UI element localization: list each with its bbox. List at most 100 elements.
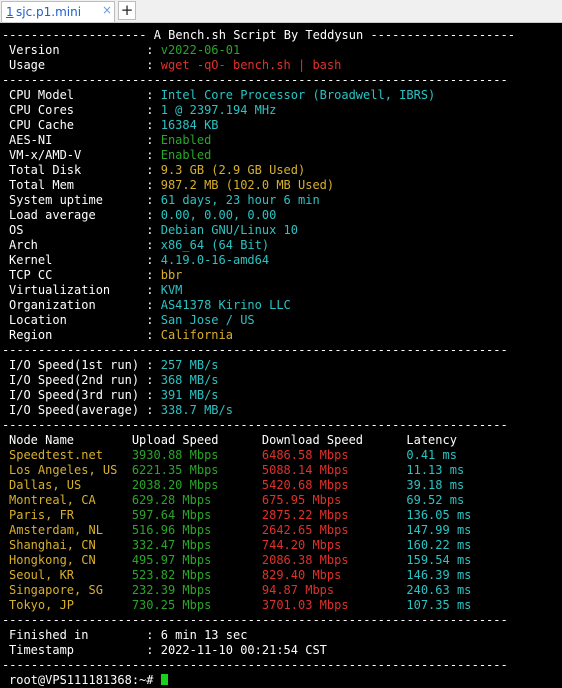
sysinfo-4-value: Enabled (160, 148, 212, 162)
node-name: Shanghai, CN (9, 538, 132, 552)
separator-1: ----------------------------------------… (2, 73, 508, 88)
separator-4-text: ----------------------------------------… (2, 613, 508, 627)
latency: 39.18 ms (406, 478, 465, 492)
speedtest-row-10: Tokyo, JP 730.25 Mbps 3701.03 Mbps 107.3… (9, 598, 471, 613)
usage-value: wget -qO- bench.sh | bash (160, 58, 342, 72)
upload-speed: 629.28 Mbps (131, 493, 262, 507)
io-speed-3-colon: : (146, 403, 161, 417)
sysinfo-14-colon: : (146, 298, 161, 312)
sysinfo-8-label: Load average (9, 208, 147, 222)
new-tab-button[interactable]: + (118, 1, 136, 20)
io-speed-1-value: 368 MB/s (160, 373, 219, 387)
finished-value: 6 min 13 sec (160, 628, 248, 642)
upload-speed: 2038.20 Mbps (131, 478, 262, 492)
latency: 11.13 ms (406, 463, 465, 477)
latency: 159.54 ms (406, 553, 472, 567)
node-name: Dallas, US (9, 478, 132, 492)
sysinfo-12-label: TCP CC (9, 268, 147, 282)
sysinfo-10-colon: : (146, 238, 161, 252)
node-name: Paris, FR (9, 508, 132, 522)
speedtest-row-0: Speedtest.net 3930.88 Mbps 6486.58 Mbps … (9, 448, 457, 463)
sysinfo-5-colon: : (146, 163, 161, 177)
speedtest-row-2: Dallas, US 2038.20 Mbps 5420.68 Mbps 39.… (9, 478, 464, 493)
node-name: Hongkong, CN (9, 553, 132, 567)
sysinfo-15-colon: : (146, 313, 161, 327)
usage-colon: : (146, 58, 161, 72)
latency: 146.39 ms (406, 568, 472, 582)
sysinfo-3-value: Enabled (160, 133, 212, 147)
sysinfo-11-line: Kernel : 4.19.0-16-amd64 (9, 253, 269, 268)
io-speed-0-line: I/O Speed(1st run) : 257 MB/s (9, 358, 219, 373)
sysinfo-1-label: CPU Cores (9, 103, 147, 117)
node-name: Seoul, KR (9, 568, 132, 582)
col-node-name-header: Node Name (9, 433, 132, 447)
node-name: Speedtest.net (9, 448, 132, 462)
sysinfo-11-value: 4.19.0-16-amd64 (160, 253, 270, 267)
sysinfo-2-line: CPU Cache : 16384 KB (9, 118, 219, 133)
tab-sjc-p1-mini[interactable]: 1 sjc.p1.mini × (1, 1, 115, 22)
speedtest-header: Node Name Upload Speed Download Speed La… (9, 433, 457, 448)
download-speed: 5420.68 Mbps (261, 478, 407, 492)
sysinfo-0-label: CPU Model (9, 88, 147, 102)
timestamp-line: Timestamp : 2022-11-10 00:21:54 CST (9, 643, 327, 658)
sysinfo-6-colon: : (146, 178, 161, 192)
sysinfo-15-value: San Jose / US (160, 313, 255, 327)
sysinfo-7-value: 61 days, 23 hour 6 min (160, 193, 320, 207)
latency: 160.22 ms (406, 538, 472, 552)
download-speed: 2642.65 Mbps (261, 523, 407, 537)
download-speed: 675.95 Mbps (261, 493, 407, 507)
separator-3-text: ----------------------------------------… (2, 418, 508, 432)
io-speed-3-value: 338.7 MB/s (160, 403, 233, 417)
prompt-text: root@VPS111181368:~# (9, 673, 161, 687)
sysinfo-16-colon: : (146, 328, 161, 342)
shell-prompt: root@VPS111181368:~# (9, 673, 168, 688)
sysinfo-9-colon: : (146, 223, 161, 237)
io-speed-0-value: 257 MB/s (160, 358, 219, 372)
latency: 0.41 ms (406, 448, 457, 462)
sysinfo-0-line: CPU Model : Intel Core Processor (Broadw… (9, 88, 435, 103)
close-icon[interactable]: × (102, 3, 113, 17)
io-speed-2-label: I/O Speed(3rd run) (9, 388, 147, 402)
node-name: Los Angeles, US (9, 463, 132, 477)
version-label: Version (9, 43, 147, 57)
col-download-header: Download Speed (261, 433, 407, 447)
bench-header-text: -------------------- A Bench.sh Script B… (2, 28, 515, 42)
tab-bar: 1 sjc.p1.mini × + (0, 0, 562, 23)
upload-speed: 495.97 Mbps (131, 553, 262, 567)
sysinfo-2-colon: : (146, 118, 161, 132)
upload-speed: 516.96 Mbps (131, 523, 262, 537)
upload-speed: 597.64 Mbps (131, 508, 262, 522)
sysinfo-10-label: Arch (9, 238, 147, 252)
sysinfo-5-line: Total Disk : 9.3 GB (2.9 GB Used) (9, 163, 305, 178)
upload-speed: 332.47 Mbps (131, 538, 262, 552)
separator-4: ----------------------------------------… (2, 613, 508, 628)
version-value: v2022-06-01 (160, 43, 241, 57)
col-upload-header: Upload Speed (131, 433, 262, 447)
terminal-output[interactable]: -------------------- A Bench.sh Script B… (0, 23, 562, 687)
io-speed-3-line: I/O Speed(average) : 338.7 MB/s (9, 403, 233, 418)
sysinfo-5-label: Total Disk (9, 163, 147, 177)
download-speed: 829.40 Mbps (261, 568, 407, 582)
sysinfo-2-value: 16384 KB (160, 118, 219, 132)
sysinfo-14-label: Organization (9, 298, 147, 312)
sysinfo-3-colon: : (146, 133, 161, 147)
upload-speed: 523.82 Mbps (131, 568, 262, 582)
download-speed: 2875.22 Mbps (261, 508, 407, 522)
sysinfo-4-label: VM-x/AMD-V (9, 148, 147, 162)
sysinfo-8-line: Load average : 0.00, 0.00, 0.00 (9, 208, 276, 223)
sysinfo-10-value: x86_64 (64 Bit) (160, 238, 270, 252)
upload-speed: 6221.35 Mbps (131, 463, 262, 477)
timestamp-value: 2022-11-10 00:21:54 CST (160, 643, 327, 657)
bench-header-line: -------------------- A Bench.sh Script B… (2, 28, 515, 43)
sysinfo-13-colon: : (146, 283, 161, 297)
speedtest-row-6: Shanghai, CN 332.47 Mbps 744.20 Mbps 160… (9, 538, 471, 553)
timestamp-label: Timestamp (9, 643, 147, 657)
sysinfo-7-label: System uptime (9, 193, 147, 207)
speedtest-row-7: Hongkong, CN 495.97 Mbps 2086.38 Mbps 15… (9, 553, 471, 568)
sysinfo-6-line: Total Mem : 987.2 MB (102.0 MB Used) (9, 178, 334, 193)
speedtest-row-5: Amsterdam, NL 516.96 Mbps 2642.65 Mbps 1… (9, 523, 471, 538)
io-speed-3-label: I/O Speed(average) (9, 403, 147, 417)
sysinfo-4-colon: : (146, 148, 161, 162)
usage-line: Usage : wget -qO- bench.sh | bash (9, 58, 341, 73)
upload-speed: 232.39 Mbps (131, 583, 262, 597)
